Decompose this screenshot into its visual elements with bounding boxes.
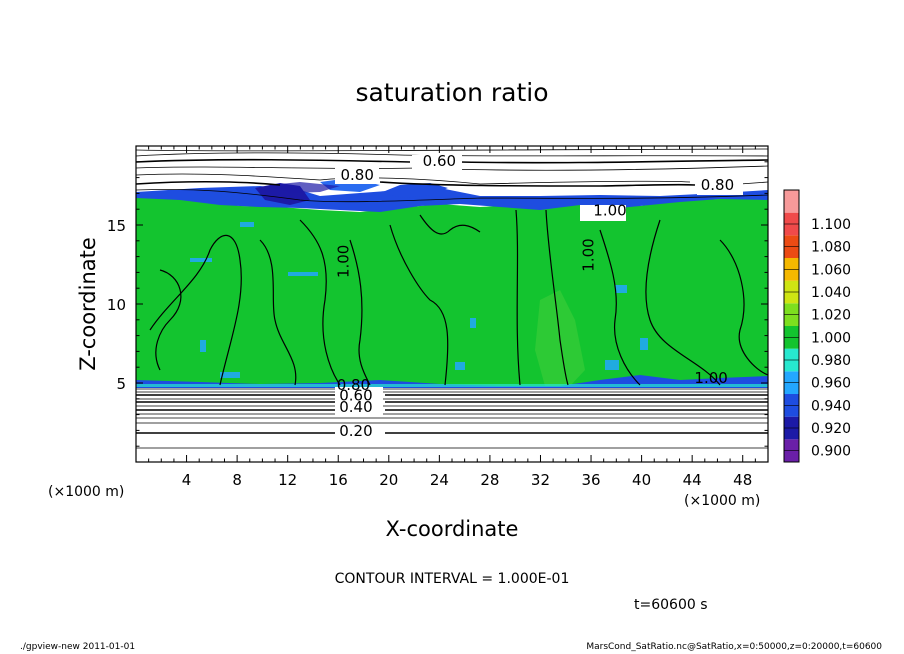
lower-moist-strip xyxy=(136,384,768,387)
x-tick-label: 44 xyxy=(683,471,702,489)
colorbar-frame xyxy=(783,189,800,463)
x-unit-right: (×1000 m) xyxy=(684,493,760,509)
colorbar-label: 1.080 xyxy=(811,240,851,256)
saturation-contours xyxy=(149,209,768,386)
x-tick-label: 16 xyxy=(329,471,348,489)
contour-label: 1.00 xyxy=(580,238,598,271)
colorbar-swatch xyxy=(784,190,799,213)
y-tick-label: 10 xyxy=(107,296,126,314)
x-tick-label: 12 xyxy=(278,471,297,489)
colorbar-label: 1.060 xyxy=(811,262,851,278)
colorbar-label: 0.960 xyxy=(811,376,851,392)
contour-label: 0.80 xyxy=(701,176,734,194)
x-tick-label: 28 xyxy=(480,471,499,489)
colorbar-label: 1.100 xyxy=(811,217,851,233)
contour-label: 0.60 xyxy=(339,386,372,404)
plot-area xyxy=(136,146,768,462)
contour-label: 0.80 xyxy=(340,166,373,184)
x-tick-label: 32 xyxy=(531,471,550,489)
scattered-patches xyxy=(190,222,648,378)
contour-label: 1.00 xyxy=(694,369,727,387)
x-tick-label: 36 xyxy=(581,471,600,489)
saturated-region xyxy=(136,195,768,388)
colorbar-label: 1.000 xyxy=(811,330,851,346)
y-axis-label: Z-coordinate xyxy=(76,237,100,371)
contour-label: 0.40 xyxy=(339,398,372,416)
y-tick-label: 15 xyxy=(107,217,126,235)
x-tick-labels: 4 8 12 16 20 24 28 32 36 40 44 48 xyxy=(182,471,752,489)
x-tick-label: 8 xyxy=(232,471,242,489)
contour-label: 1.00 xyxy=(334,245,352,278)
colorbar xyxy=(783,189,800,463)
upper-dry-blob xyxy=(380,183,448,198)
contour-label: 0.20 xyxy=(339,422,372,440)
colorbar-label: 0.980 xyxy=(811,353,851,369)
footer-right: MarsCond_SatRatio.nc@SatRatio,x=0:50000,… xyxy=(586,642,882,652)
y-tick-label: 5 xyxy=(116,375,126,393)
contour-label: 1.00 xyxy=(593,202,626,220)
colorbar-label: 0.940 xyxy=(811,398,851,414)
contour-interval: CONTOUR INTERVAL = 1.000E-01 xyxy=(335,571,570,587)
colorbar-label: 0.900 xyxy=(811,444,851,460)
time-stamp: t=60600 s xyxy=(634,597,708,613)
colorbar-label: 1.040 xyxy=(811,285,851,301)
colorbar-label: 0.920 xyxy=(811,421,851,437)
contour-labels: 0.600.800.801.001.00 1.001.000.800.600.40… xyxy=(334,152,734,440)
colorbar-labels: 0.900 0.920 0.940 0.960 0.980 1.000 1.020 1.040… xyxy=(811,217,851,460)
x-tick-label: 4 xyxy=(182,471,192,489)
x-unit-left: (×1000 m) xyxy=(48,484,124,500)
label-backgrounds xyxy=(335,155,743,441)
axis-ticks xyxy=(136,146,768,462)
x-tick-label: 40 xyxy=(632,471,651,489)
chart-title: saturation ratio xyxy=(355,78,548,107)
x-tick-label: 24 xyxy=(430,471,449,489)
x-axis-label: X-coordinate xyxy=(386,517,519,541)
contour-label: 0.80 xyxy=(337,376,370,394)
contour-label: 0.60 xyxy=(423,152,456,170)
upper-dry-blob-3 xyxy=(270,182,340,193)
colorbar-label: 1.020 xyxy=(811,308,851,324)
lower-contours xyxy=(136,388,768,449)
y-tick-labels: 5 10 15 xyxy=(107,217,126,393)
x-tick-label: 20 xyxy=(379,471,398,489)
x-tick-label: 48 xyxy=(733,471,752,489)
footer-left: ./gpview-new 2011-01-01 xyxy=(20,642,135,652)
